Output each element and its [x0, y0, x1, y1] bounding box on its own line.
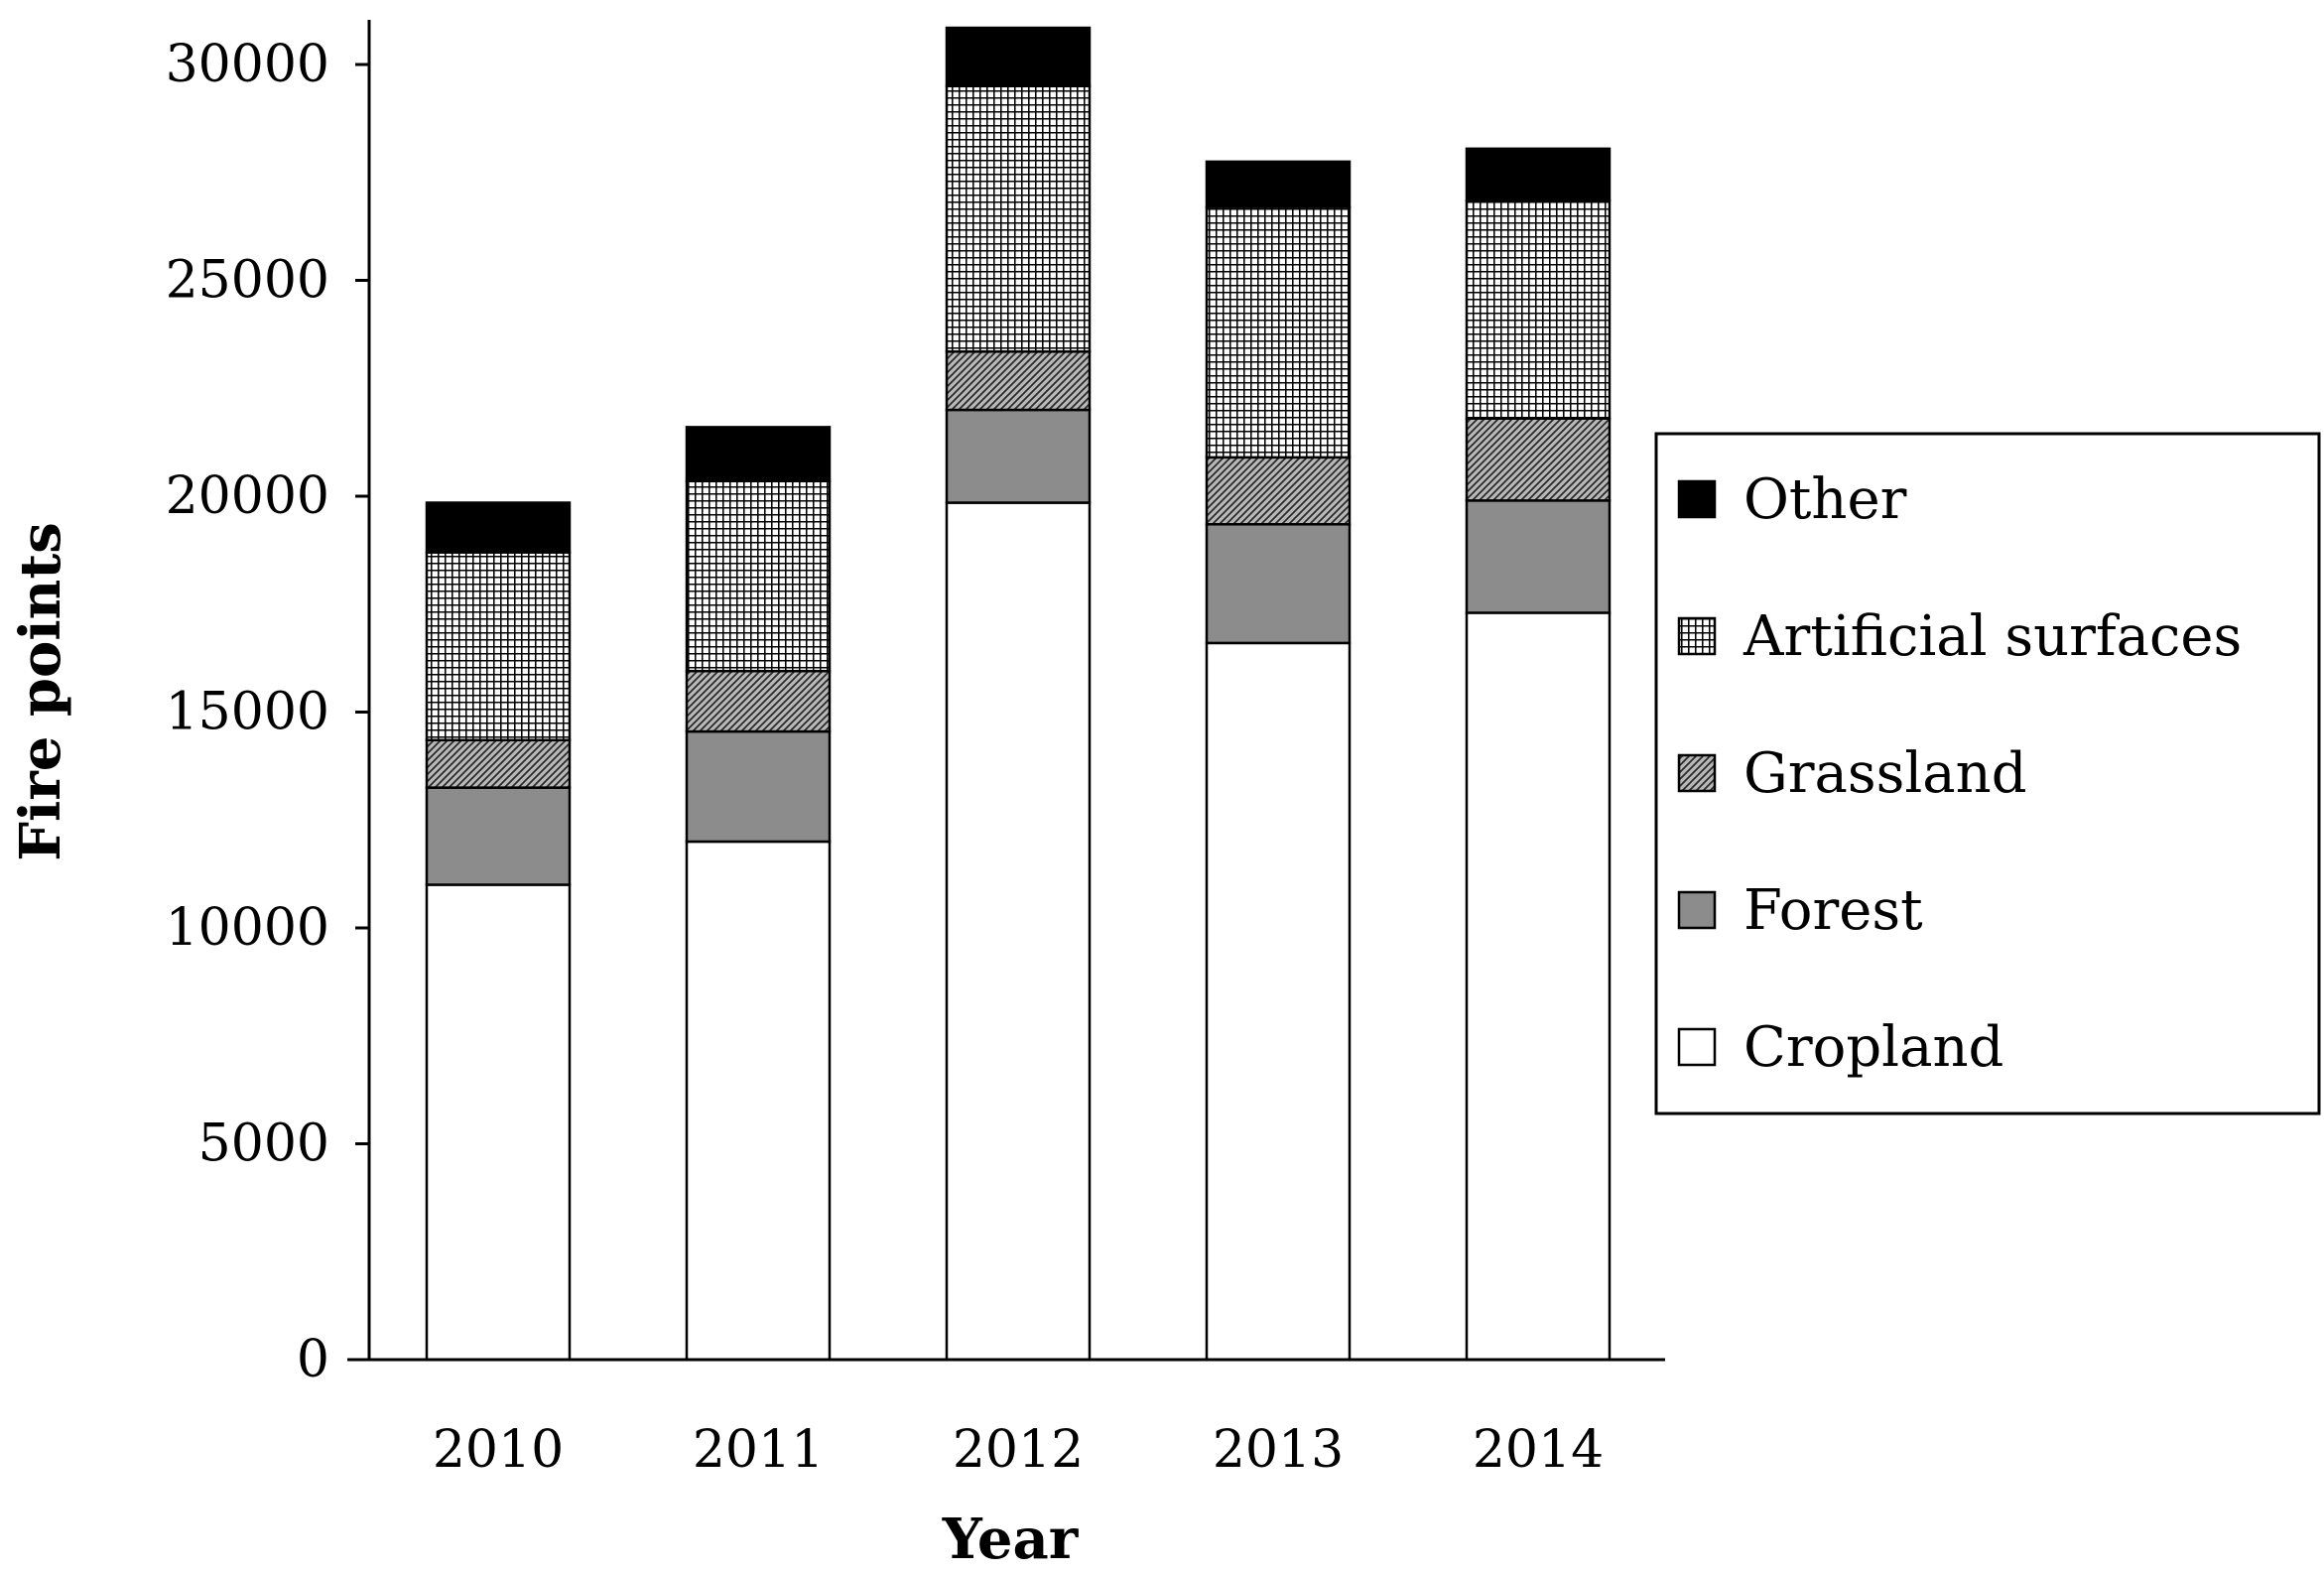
- y-tick-label: 30000: [166, 35, 329, 94]
- x-tick-label: 2012: [953, 1420, 1084, 1480]
- x-labels-group: 2010 2011 2012 2013 2014: [433, 1420, 1604, 1480]
- legend-label-artificial-surfaces: Artificial surfaces: [1743, 604, 2242, 669]
- bar-forest-2012: [945, 408, 1092, 504]
- bar-cropland-2014: [1465, 611, 1612, 1362]
- y-axis-title: Fire points: [8, 522, 73, 861]
- bar-grassland-2012: [945, 350, 1092, 412]
- y-tick-label: 5000: [198, 1115, 329, 1174]
- legend-swatch-forest: [1677, 890, 1717, 930]
- legend-box: [1654, 432, 2321, 1115]
- bar-grassland-2011: [685, 669, 832, 733]
- y-tick-label: 15000: [166, 683, 329, 742]
- bar-forest-2010: [425, 786, 572, 886]
- bar-artificial-surfaces-2010: [425, 551, 572, 742]
- bar-forest-2011: [685, 729, 832, 844]
- legend-swatch-artificial-surfaces: [1677, 616, 1717, 656]
- bar-forest-2014: [1465, 499, 1612, 614]
- legend-label-forest: Forest: [1743, 878, 1923, 943]
- y-tick-label: 0: [297, 1330, 329, 1389]
- bar-other-2013: [1205, 160, 1352, 208]
- x-tick-label: 2013: [1213, 1420, 1344, 1480]
- bar-other-2010: [425, 501, 572, 554]
- x-tick-label: 2014: [1473, 1420, 1604, 1480]
- y-tick-label: 10000: [166, 898, 329, 958]
- bar-cropland-2011: [685, 840, 832, 1362]
- legend-label-cropland: Cropland: [1743, 1015, 2003, 1080]
- legend-items: Other Artificial surfaces Grassland Forest C…: [1677, 467, 2242, 1080]
- bar-other-2011: [685, 426, 832, 483]
- bar-other-2012: [945, 26, 1092, 87]
- y-ticks-group: 0 5000 10000 15000 20000 25000 30000: [166, 35, 369, 1389]
- x-tick-label: 2011: [693, 1420, 824, 1480]
- bar-other-2014: [1465, 147, 1612, 202]
- bar-cropland-2010: [425, 883, 572, 1362]
- bar-grassland-2014: [1465, 417, 1612, 502]
- bar-artificial-surfaces-2014: [1465, 198, 1612, 420]
- legend: Other Artificial surfaces Grassland Forest C…: [1654, 432, 2321, 1115]
- legend-swatch-grassland: [1677, 753, 1717, 793]
- bar-cropland-2012: [945, 501, 1092, 1362]
- x-axis-title: Year: [942, 1507, 1080, 1569]
- legend-swatch-other: [1677, 479, 1717, 519]
- bar-grassland-2010: [425, 738, 572, 789]
- bar-artificial-surfaces-2013: [1205, 205, 1352, 459]
- y-tick-label: 25000: [166, 251, 329, 311]
- bar-grassland-2013: [1205, 456, 1352, 526]
- bar-forest-2013: [1205, 523, 1352, 645]
- legend-label-other: Other: [1743, 467, 1907, 532]
- bar-cropland-2013: [1205, 641, 1352, 1362]
- legend-label-grassland: Grassland: [1743, 741, 2027, 806]
- legend-swatch-cropland: [1677, 1027, 1717, 1067]
- bar-artificial-surfaces-2011: [685, 479, 832, 673]
- bars-group: [425, 26, 1612, 1362]
- y-tick-label: 20000: [166, 466, 329, 526]
- x-tick-label: 2010: [433, 1420, 564, 1480]
- bar-artificial-surfaces-2012: [945, 84, 1092, 353]
